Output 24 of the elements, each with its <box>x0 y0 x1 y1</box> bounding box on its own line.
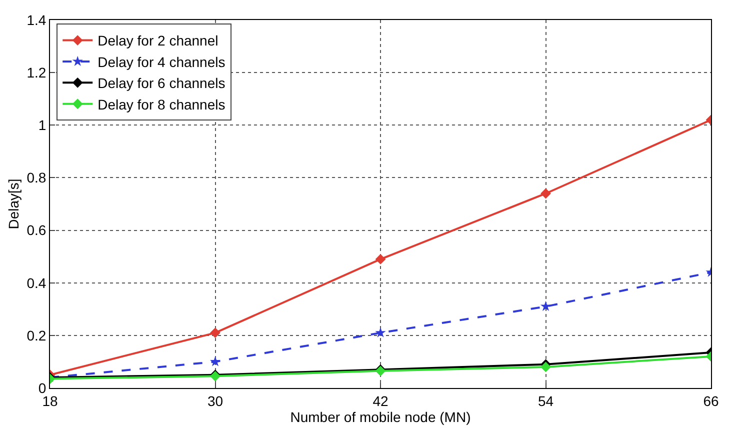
point <box>540 188 551 199</box>
legend-label: Delay for 6 channels <box>98 75 226 92</box>
x-tick-label: 66 <box>703 392 719 409</box>
y-axis-title: Delay[s] <box>5 178 22 230</box>
x-axis-title: Number of mobile node (MN) <box>290 408 471 425</box>
y-tick-label: 1.2 <box>26 64 46 80</box>
point <box>540 300 552 312</box>
y-tick-label: 1 <box>38 117 46 134</box>
y-tick-label: 0.4 <box>26 274 46 291</box>
x-tick-label: 42 <box>372 392 388 409</box>
point <box>210 328 220 338</box>
legend-label: Delay for 2 channel <box>98 32 218 49</box>
point <box>540 362 551 372</box>
y-tick-label: 0.8 <box>26 170 46 186</box>
point <box>375 327 386 338</box>
point <box>210 356 221 366</box>
legend-label: Delay for 8 channels <box>98 96 226 112</box>
y-tick-label: 0.6 <box>26 222 46 238</box>
y-tick-label: 1.4 <box>26 12 46 28</box>
x-tick-label: 30 <box>207 392 224 409</box>
y-tick-label: 0.2 <box>26 327 46 344</box>
x-tick-label: 54 <box>538 392 554 409</box>
legend-label: Delay for 4 channels <box>98 54 226 70</box>
point <box>375 254 386 264</box>
